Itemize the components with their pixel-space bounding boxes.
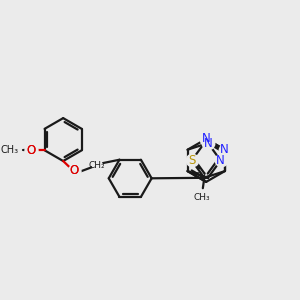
Text: S: S bbox=[188, 154, 195, 167]
Text: O: O bbox=[27, 144, 36, 157]
Text: CH₃: CH₃ bbox=[193, 193, 210, 202]
Text: O: O bbox=[27, 144, 36, 157]
Text: N: N bbox=[202, 133, 211, 146]
Text: CH₃: CH₃ bbox=[0, 145, 18, 155]
Text: N: N bbox=[216, 154, 225, 167]
Text: N: N bbox=[204, 136, 212, 150]
Text: CH₃: CH₃ bbox=[194, 172, 211, 181]
Text: N: N bbox=[220, 143, 229, 156]
Text: CH₂: CH₂ bbox=[88, 160, 105, 169]
Text: O: O bbox=[69, 164, 78, 177]
Text: O: O bbox=[69, 164, 78, 177]
